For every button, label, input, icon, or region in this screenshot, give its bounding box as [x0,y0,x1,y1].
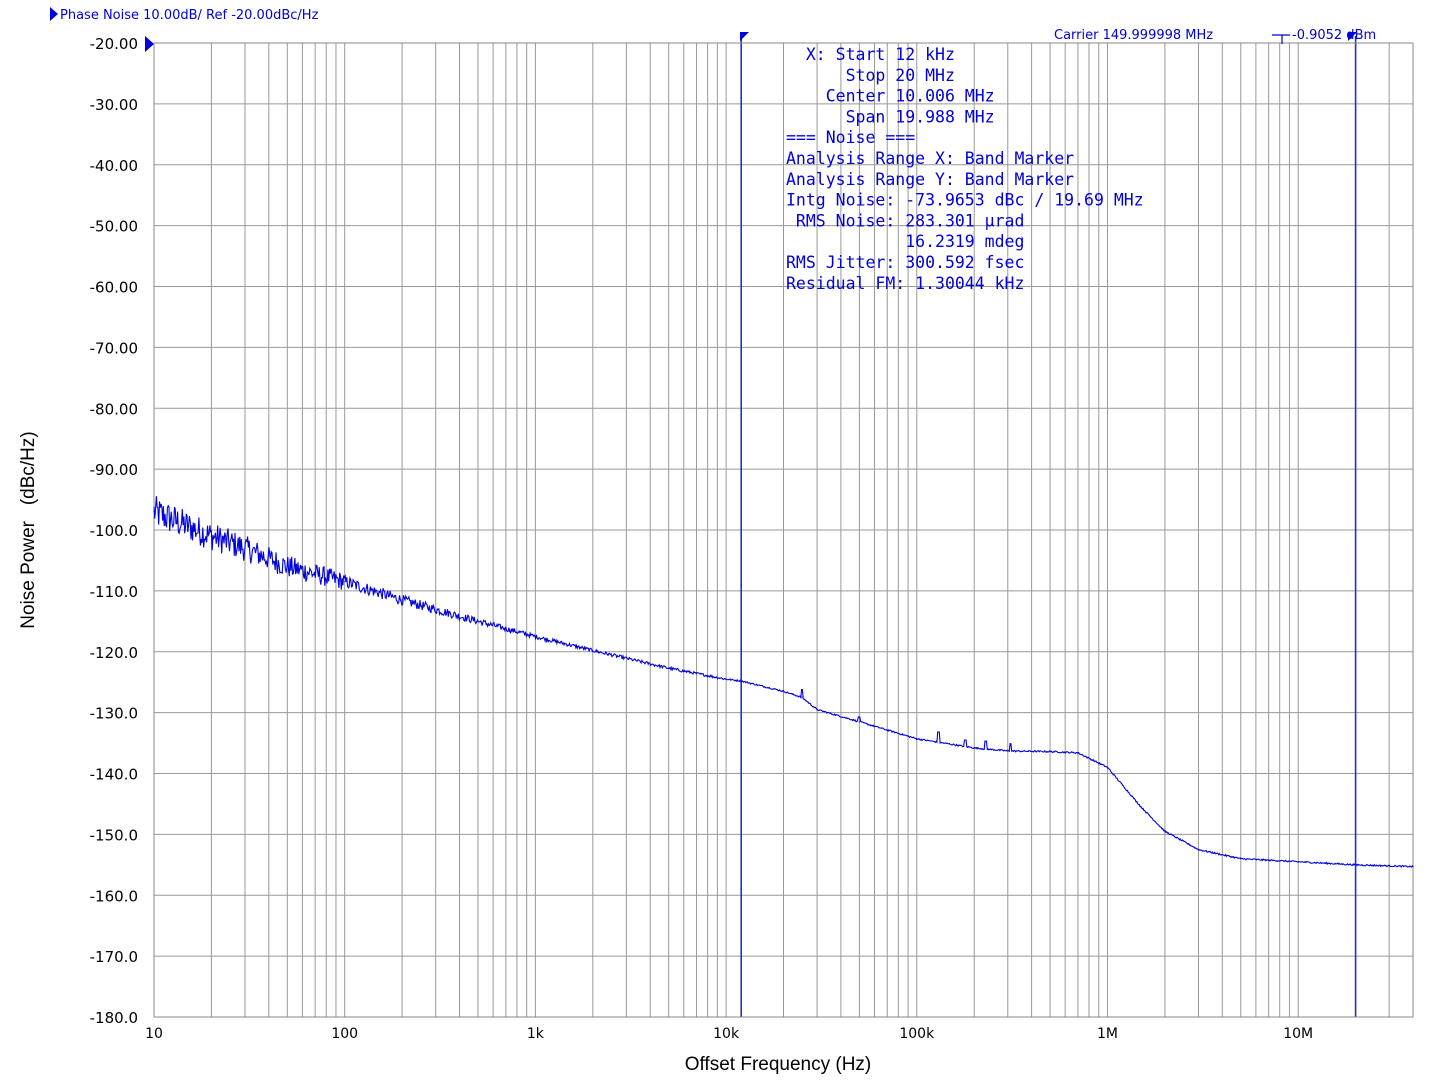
annotation-line: Span 19.988 MHz [786,107,995,126]
trace-data-point [1412,865,1414,868]
x-tick-labels: 10 100 1k 10k 100k 1M 10M [145,1026,1313,1042]
y-tick-label: -100.0 [90,522,138,540]
x-tick-label: 100 [331,1026,358,1042]
trace-data-point [477,620,479,623]
y-tick-label: -180.0 [90,1009,138,1027]
trace-data-point [592,649,594,652]
trace-data-point [401,599,403,601]
y-tick-label: -40.00 [90,157,138,175]
x-tick-label: 10 [145,1026,163,1042]
trace-data-point [343,580,346,583]
y-tick-label: -30.00 [90,96,138,114]
trace-data-point [286,565,289,568]
trace-data-point [973,747,975,749]
trace-data-point [1354,864,1357,866]
annotation-line: X: Start 12 kHz [786,45,955,64]
y-tick-label: -70.00 [90,339,138,357]
annotation-line: RMS Jitter: 300.592 fsec [786,253,1024,272]
trace-data-point [1197,848,1200,851]
reference-level-arrow-icon [145,36,154,52]
y-tick-label: -90.00 [90,461,138,479]
y-tick-label: -150.0 [90,826,138,844]
annotation-line: RMS Noise: 283.301 µrad [786,211,1024,230]
carrier-marker-icon [1272,34,1290,44]
grid-lines [154,42,1413,1018]
trace-data-point [725,678,727,680]
trace-data-point [667,667,670,669]
trace-data-point [740,680,742,682]
x-tick-label: 1M [1097,1026,1118,1042]
y-tick-label: -110.0 [90,583,138,601]
x-tick-label: 10M [1283,1026,1313,1042]
trace-data-point [153,510,155,513]
trace-data-point [915,738,918,740]
x-tick-label: 10k [713,1026,740,1042]
trace-layer [153,496,1414,868]
annotation-line: Analysis Range Y: Band Marker [786,170,1074,189]
y-tick-labels: -20.00 -30.00 -40.00 -50.00 -60.00 -70.00 -80.… [90,35,138,1027]
trace-data-point [1006,750,1009,752]
annotation-line: === Noise === [786,128,915,147]
plot-frame [153,42,1414,1018]
trace-data-point [210,535,213,537]
y-tick-label: -170.0 [90,948,138,966]
y-tick-label: -20.00 [90,35,138,53]
trace-data-point [1049,750,1051,753]
trace-data-point [1140,806,1142,808]
annotation-line: Analysis Range X: Band Marker [786,149,1074,168]
trace-data-point [1239,857,1242,860]
x-tick-label: 100k [899,1026,935,1042]
y-axis-label: Noise Power (dBc/Hz) [18,431,39,628]
reference-arrow-icon [50,7,58,21]
trace-data-point [1164,830,1166,833]
y-tick-label: -80.00 [90,400,138,418]
y-tick-label: -140.0 [90,766,138,784]
noise-analysis-annotation: X: Start 12 kHz Stop 20 MHz Center 10.00… [786,45,1144,293]
chart-title: Phase Noise 10.00dB/ Ref -20.00dBc/Hz [60,8,319,23]
y-tick-label: -160.0 [90,887,138,905]
stop-marker-flag-icon [1348,32,1357,41]
carrier-power: -0.9052 dBm [1292,28,1376,43]
carrier-frequency: Carrier 149.999998 MHz [1054,28,1213,43]
trace-data-point [801,696,803,699]
trace-data-point [1077,752,1079,754]
annotation-line: Residual FM: 1.30044 kHz [786,274,1024,293]
y-tick-label: -130.0 [90,705,138,723]
trace-data-point [244,547,246,550]
y-tick-label: -60.00 [90,279,138,297]
x-tick-label: 1k [527,1026,545,1042]
trace-data-point [858,720,861,723]
trace-data-point [1106,766,1109,769]
annotation-line: Center 10.006 MHz [786,87,995,106]
trace-data-point [534,635,537,638]
x-axis-label: Offset Frequency (Hz) [685,1054,872,1075]
annotation-line: 16.2319 mdeg [786,232,1024,251]
trace-data-point [1297,860,1299,863]
y-tick-label: -50.00 [90,218,138,236]
band-markers [740,36,1357,1017]
start-marker-flag-icon [740,32,749,41]
trace-data-point [782,690,785,693]
annotation-line: Stop 20 MHz [786,66,955,85]
trace-data-point [816,708,818,711]
annotation-line: Intg Noise: -73.9653 dBc / 19.69 MHz [786,191,1144,210]
y-tick-label: -120.0 [90,644,138,662]
